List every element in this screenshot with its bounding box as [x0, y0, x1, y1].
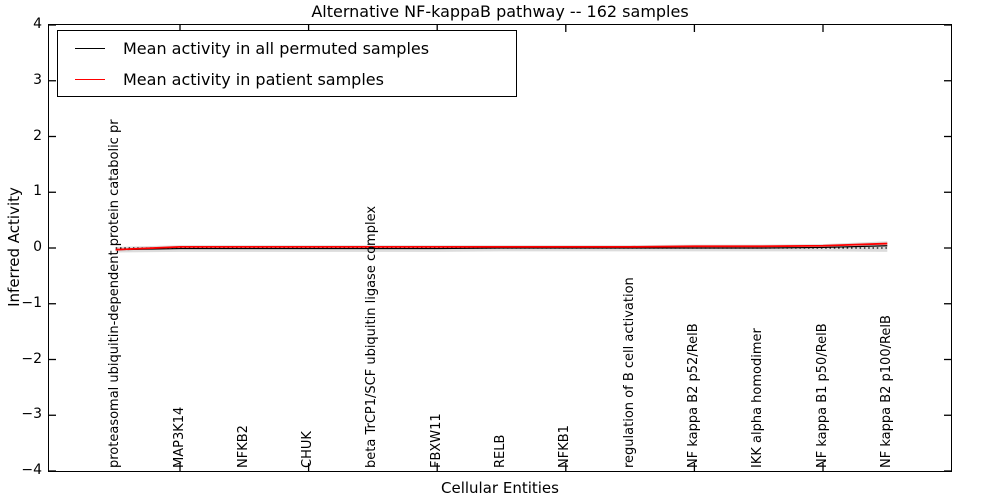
x-category-label: NFKB2 — [235, 425, 251, 468]
x-category-label: NF kappa B2 p100/RelB — [878, 315, 894, 468]
x-axis-title: Cellular Entities — [441, 479, 559, 497]
x-category-label: NF kappa B2 p52/RelB — [685, 323, 701, 468]
y-tick-label: −4 — [21, 462, 42, 478]
y-tick-label: −3 — [21, 406, 42, 423]
x-category-label: proteasomal ubiquitin-dependent protein … — [107, 119, 123, 468]
permuted-mean-line — [115, 245, 888, 251]
x-category-label: MAP3K14 — [171, 406, 187, 468]
legend-line-sample-red — [75, 78, 105, 80]
y-tick-label: 4 — [33, 16, 42, 32]
chart-title: Alternative NF-kappaB pathway -- 162 sam… — [311, 2, 689, 21]
x-category-label: FBXW11 — [428, 413, 444, 468]
plot-canvas — [49, 25, 951, 471]
x-category-label: NFKB1 — [557, 425, 573, 468]
y-tick-label: 1 — [33, 183, 42, 200]
legend-item-permuted: Mean activity in all permuted samples — [58, 34, 516, 62]
y-tick-label: 3 — [33, 71, 42, 88]
x-category-label: NF kappa B1 p50/RelB — [814, 323, 830, 468]
legend-item-patient: Mean activity in patient samples — [58, 65, 516, 93]
y-tick-label: 2 — [33, 127, 42, 144]
legend-line-sample-black — [75, 47, 105, 49]
legend-label: Mean activity in all permuted samples — [123, 38, 430, 58]
y-tick-label: −2 — [21, 350, 42, 367]
patient-mean-line — [115, 242, 888, 251]
x-category-label: CHUK — [300, 431, 316, 468]
x-category-label: RELB — [493, 434, 508, 468]
x-category-label: beta TrCP1/SCF ubiquitin ligase complex — [364, 205, 380, 468]
x-category-label: regulation of B cell activation — [621, 277, 637, 468]
legend: Mean activity in all permuted samples Me… — [57, 30, 517, 97]
legend-label: Mean activity in patient samples — [123, 69, 384, 89]
x-category-label: IKK alpha homodimer — [750, 328, 766, 468]
y-tick-label: 0 — [33, 239, 42, 255]
y-tick-label: −1 — [21, 294, 42, 311]
plot-area — [48, 24, 952, 472]
